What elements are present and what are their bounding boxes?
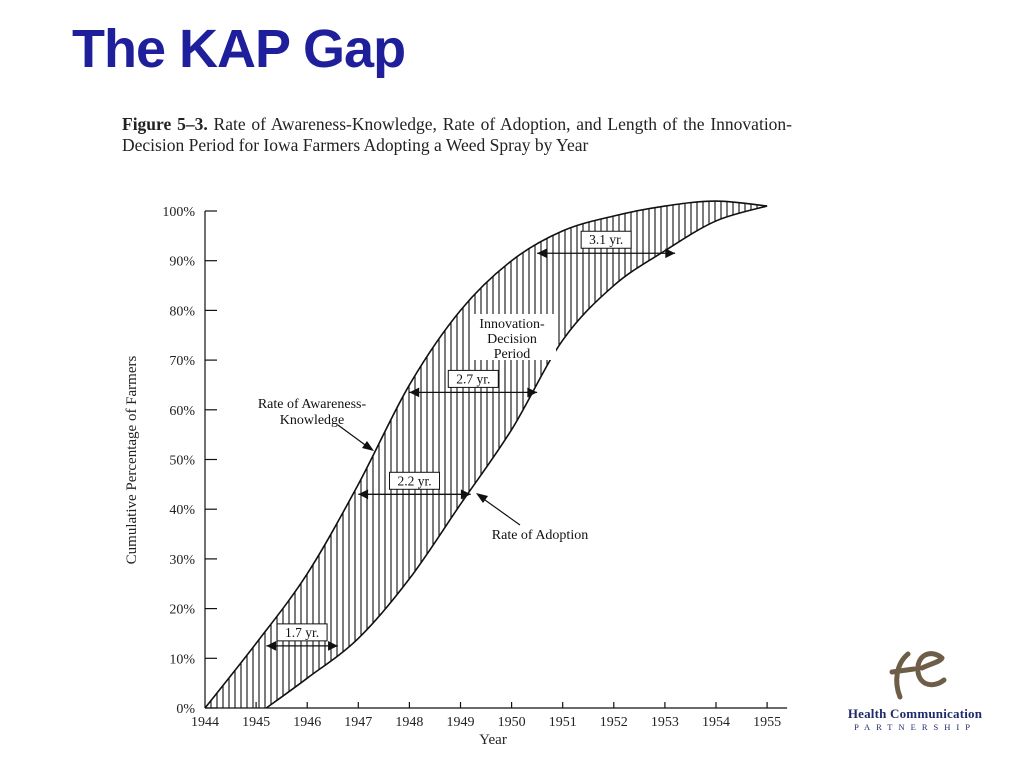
arrowhead [266,640,277,651]
figure-caption: Figure 5–3. Rate of Awareness-Knowledge,… [122,114,792,156]
y-tick-label: 20% [169,603,195,618]
arrowhead [409,387,420,398]
x-tick-label: 1953 [651,715,679,730]
duration-label: 1.7 yr. [285,625,319,640]
awareness-knowledge-label: Rate of Awareness-Knowledge [258,397,367,428]
period-label-backdrop [470,314,556,360]
innovation-decision-label: Innovation-Decision Period [479,317,545,362]
duration-label-box [580,230,632,249]
duration-label: 2.7 yr. [456,371,490,386]
duration-label: 3.1 yr. [589,232,623,247]
x-tick-label: 1952 [600,715,628,730]
x-tick-label: 1954 [702,715,730,730]
arrowhead [527,387,538,398]
arrowhead [362,441,374,451]
x-tick-label: 1947 [344,715,372,730]
x-tick-label: 1951 [549,715,577,730]
x-tick-label: 1946 [293,715,321,730]
figure-label: Figure 5–3. [122,114,208,134]
logo-name: Health Communication [847,706,983,721]
y-tick-label: 10% [169,652,195,667]
slide-title: The KAP Gap [72,19,406,79]
arrowhead [358,489,369,500]
y-tick-label: 80% [169,304,195,319]
awareness-knowledge-curve [204,200,768,709]
x-tick-label: 1945 [242,715,270,730]
y-tick-label: 40% [169,503,195,518]
y-tick-label: 0% [176,702,195,717]
gap-area-layer [205,201,768,708]
y-tick-label: 90% [169,255,195,270]
y-tick-label: 60% [169,404,195,419]
duration-label-box [447,369,499,388]
y-tick-label: 50% [169,454,195,469]
hcp-logo-icon [889,651,947,700]
y-tick-label: 30% [169,553,195,568]
y-axis-label: Cumulative Percentage of Farmers [124,355,140,564]
adoption-curve [265,205,768,709]
series-layer [204,200,768,709]
annotation-layer: 1.7 yr. 2.2 yr. 2.7 yr. 3.1 yr. Innovation-D… [258,230,676,651]
x-tick-label: 1955 [753,715,781,730]
x-tick-label: 1948 [395,715,423,730]
logo: Health Communication PARTNERSHIP [830,642,1000,732]
duration-annotation: 1.7 yr. [266,623,338,651]
arrowhead [476,493,488,503]
duration-annotation: 2.7 yr. [409,369,538,398]
x-tick-label: 1944 [191,715,219,730]
logo-subtitle: PARTNERSHIP [854,722,976,732]
arrowhead [665,248,676,259]
arrowhead [537,248,547,259]
x-tick-label: 1949 [447,715,475,730]
adoption-label: Rate of Adoption [492,528,588,543]
innovation-decision-gap [205,201,768,708]
arrowhead [328,640,338,651]
duration-annotation: 2.2 yr. [358,471,471,500]
duration-label-box [276,623,328,642]
y-tick-label: 70% [169,354,195,369]
x-axis-label: Year [479,732,507,748]
y-tick-label: 100% [162,205,195,220]
duration-label-box [389,471,441,490]
duration-annotation: 3.1 yr. [537,230,676,259]
x-tick-label: 1950 [498,715,526,730]
figure-caption-text: Rate of Awareness-Knowledge, Rate of Ado… [122,114,793,155]
axis-layer: 0% 10% 20% 30% 40% 50% 60% 70% 80% 90% 100% 1944 194… [162,205,788,730]
duration-label: 2.2 yr. [397,473,431,488]
arrowhead [460,489,471,500]
